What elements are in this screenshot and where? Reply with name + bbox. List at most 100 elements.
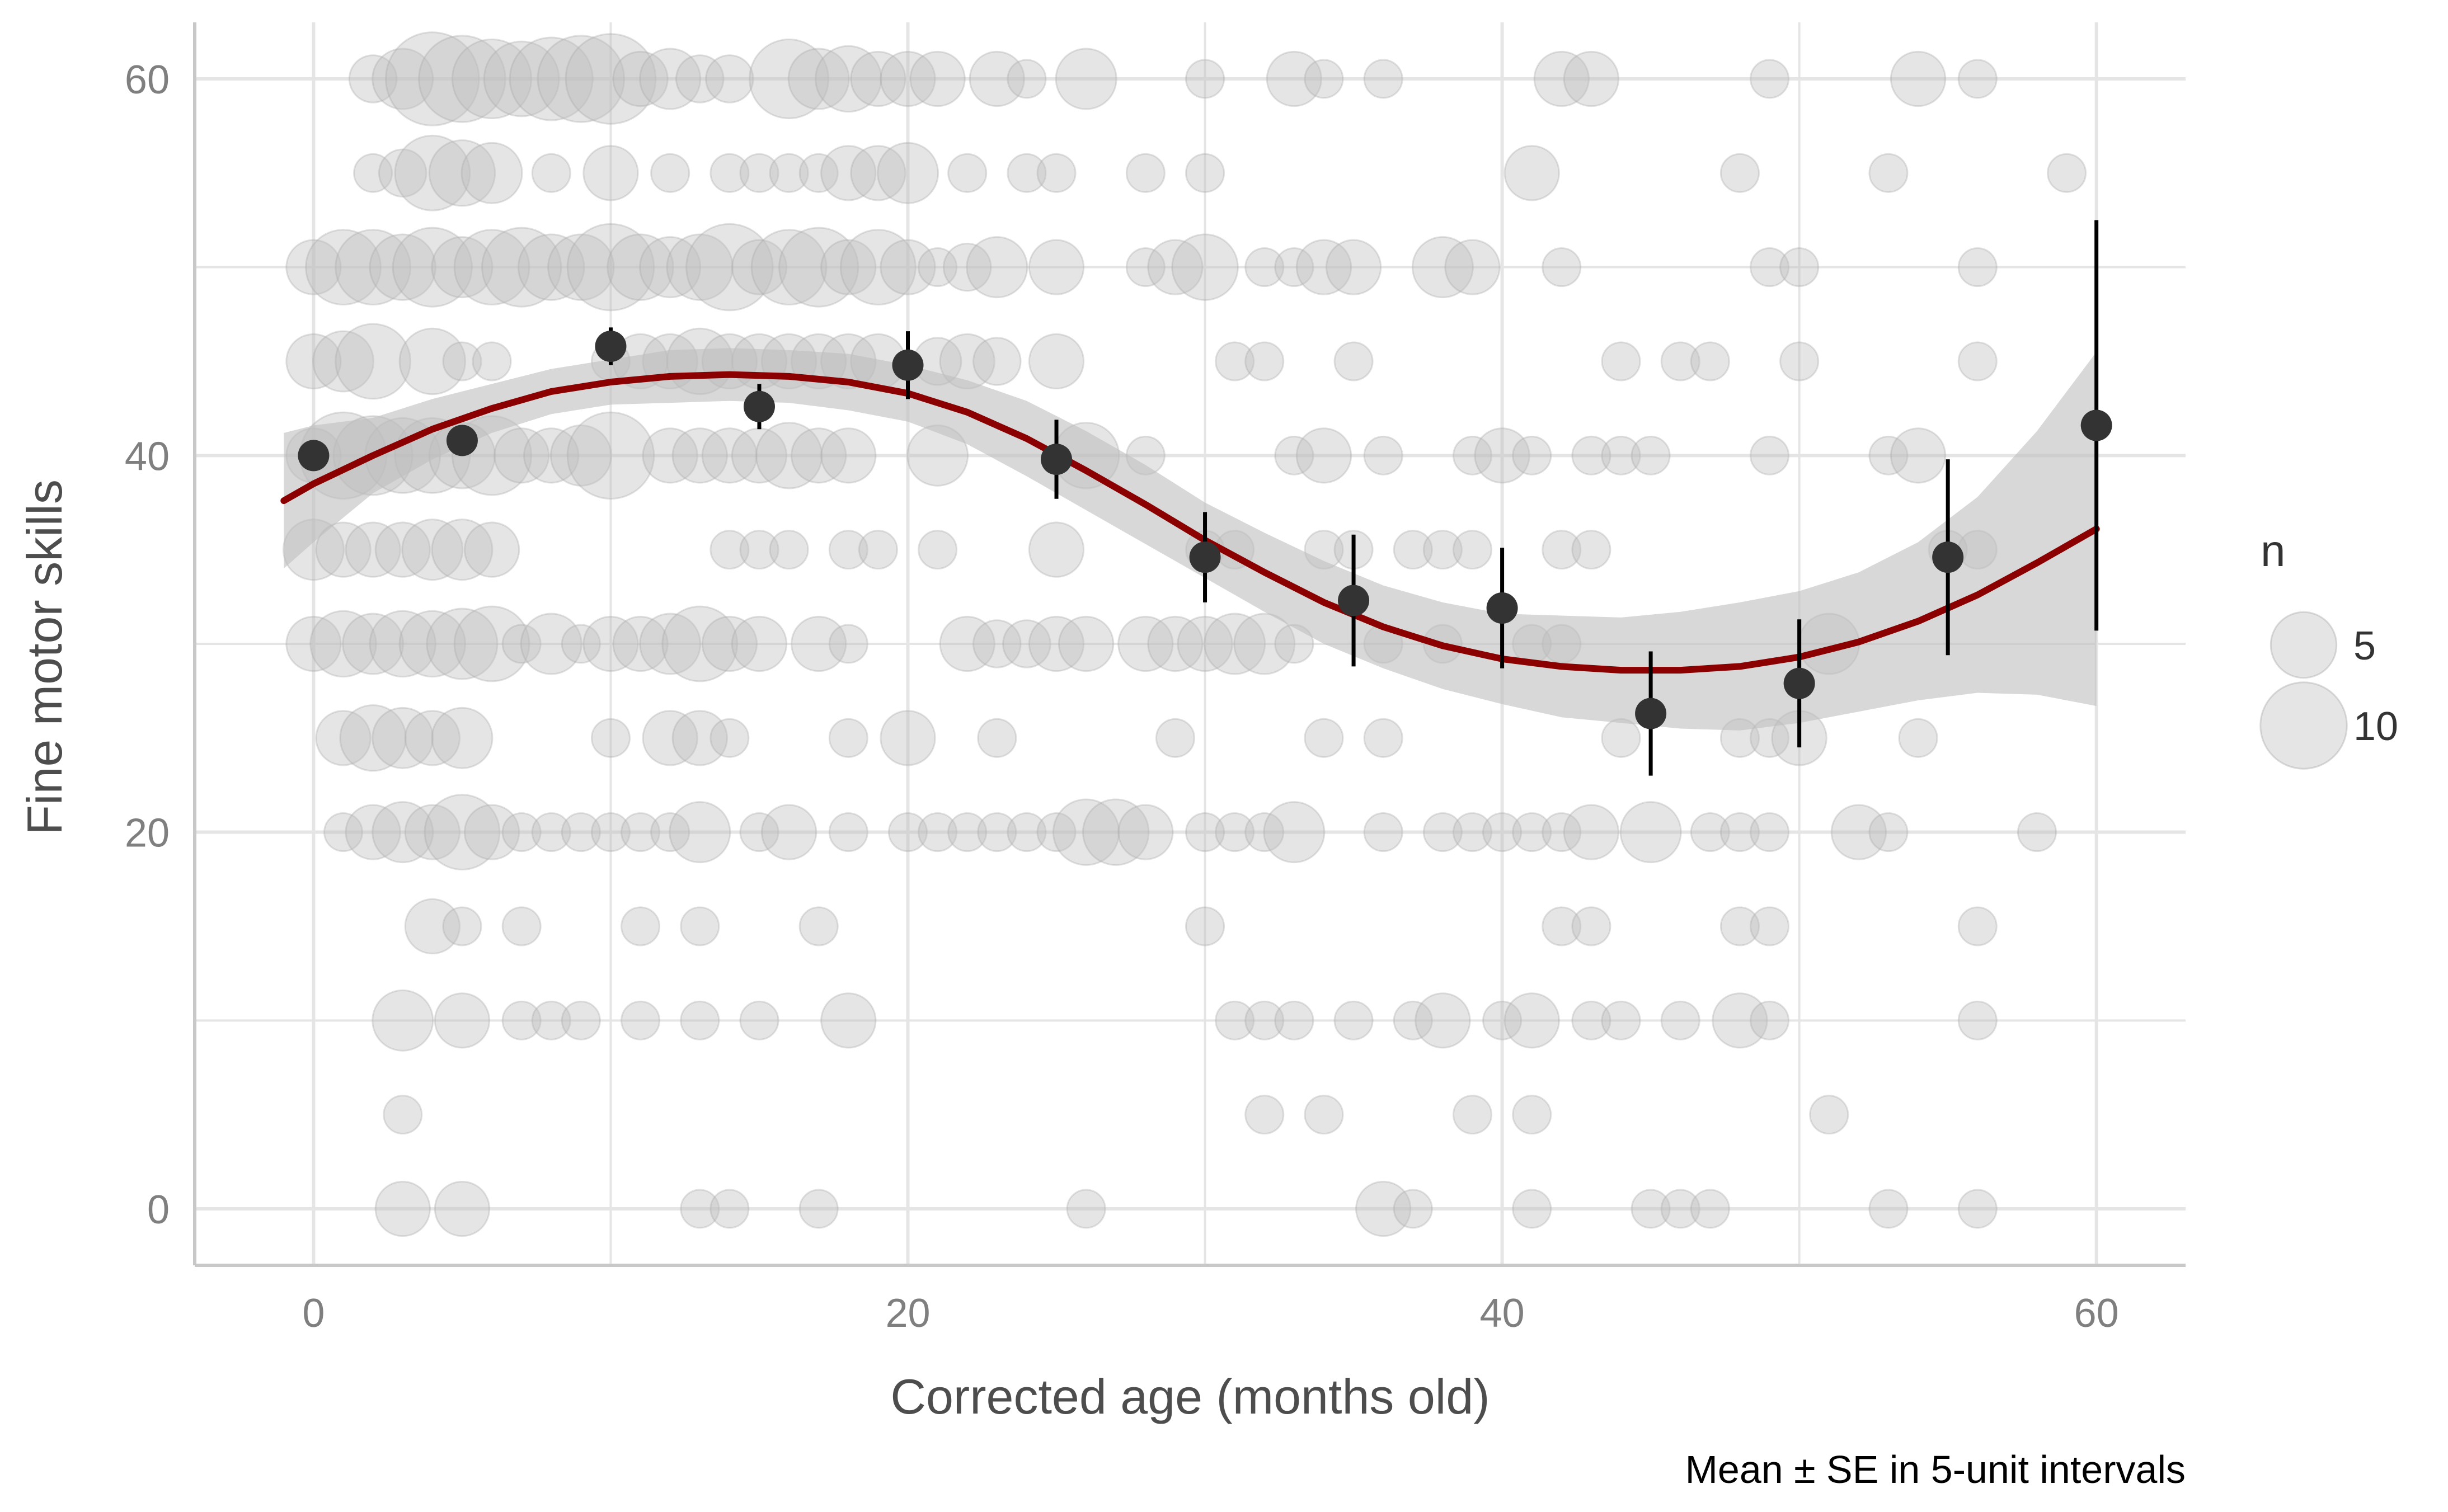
observation-point [918,812,958,852]
observation-point [1779,247,1820,288]
mean-point [1783,667,1815,699]
observation-point [1563,804,1620,860]
observation-point [501,1000,542,1040]
observation-point [565,33,657,125]
observation-point [661,605,739,682]
confidence-ribbon [284,348,2097,731]
observation-point [1393,530,1433,570]
observation-point [680,1000,720,1040]
observation-point [1002,619,1051,668]
observation-point [888,812,928,852]
observation-point [701,615,758,672]
mean-point [1635,698,1667,729]
observation-point [798,1189,839,1229]
observation-point [590,718,631,758]
observation-point [1957,59,1998,99]
observation-point [947,812,988,852]
observation-point [582,615,639,672]
observation-point [1185,906,1225,946]
observation-point [739,530,779,570]
observation-point [451,38,533,120]
observation-point [1957,1000,1998,1040]
observation-point [531,1000,571,1040]
observation-point [374,1180,431,1237]
observation-point [1304,59,1344,99]
mean-point [1041,444,1073,475]
observation-point [348,54,398,103]
observation-point [1750,906,1790,946]
observation-point [1957,1189,1998,1229]
observation-point [880,50,936,107]
observation-point [877,142,939,204]
observation-point [642,427,698,484]
observation-point [1868,1189,1909,1229]
observation-point [1542,906,1582,946]
observation-point [1719,812,1760,852]
observation-point [372,801,434,864]
observation-point [1333,341,1374,381]
observation-point [1304,718,1344,758]
confidence-band [284,348,2097,731]
observation-point [385,31,480,126]
observation-point [1295,427,1352,484]
observation-point [369,233,436,301]
observation-point [750,229,828,306]
observation-point [1571,530,1611,570]
observation-point [1512,1095,1552,1135]
observation-point [1712,992,1768,1049]
observation-point [1036,153,1077,193]
observation-point [942,242,992,292]
observation-point [1304,1095,1344,1135]
observation-point [1542,247,1582,288]
observation-point [1631,1189,1671,1229]
observation-point [483,40,560,117]
observation-point [1452,435,1492,475]
observation-point [582,145,639,201]
observation-point [1542,812,1582,852]
observation-point [731,615,788,672]
observation-point [966,236,1028,299]
observation-point [1274,247,1314,288]
tick-labels: 0 20 40 60 0 20 40 60 [125,58,2119,1336]
observation-point [1809,1095,1849,1135]
observation-point [285,333,342,390]
legend-key-symbol [2270,611,2338,679]
caption: Mean ± SE in 5-unit intervals [1685,1448,2186,1491]
observation-point [1028,521,1085,578]
observation-point [1542,530,1582,570]
observation-point [1957,247,1998,288]
observation-point [1750,247,1790,288]
observation-point [1868,435,1909,475]
observation-point [1571,906,1611,946]
mean-point [1932,541,1964,573]
observation-point [1512,812,1552,852]
observation-point [1244,341,1285,381]
observation-point [650,153,690,193]
observation-point [434,992,491,1049]
observation-point [680,1189,720,1229]
observation-point [378,148,427,198]
observation-point [315,710,372,766]
observation-point [442,906,482,946]
observation-point [828,530,868,570]
y-tick-label: 40 [125,434,170,479]
observation-point [1533,50,1590,107]
observation-point [1244,1095,1285,1135]
observation-point [671,427,728,484]
mean-point [446,425,478,456]
observation-point [369,610,436,678]
observation-point [791,615,847,672]
observation-point [1325,239,1382,295]
observation-point [1263,801,1326,864]
observation-point [501,906,542,946]
observation-point [501,812,542,852]
observation-point [404,804,461,860]
observation-point [1244,247,1285,288]
observation-point [461,142,523,204]
observation-point [1363,718,1403,758]
observation-point [1117,804,1174,860]
observation-point [621,906,661,946]
observation-point [1363,435,1403,475]
observation-point [335,323,412,400]
